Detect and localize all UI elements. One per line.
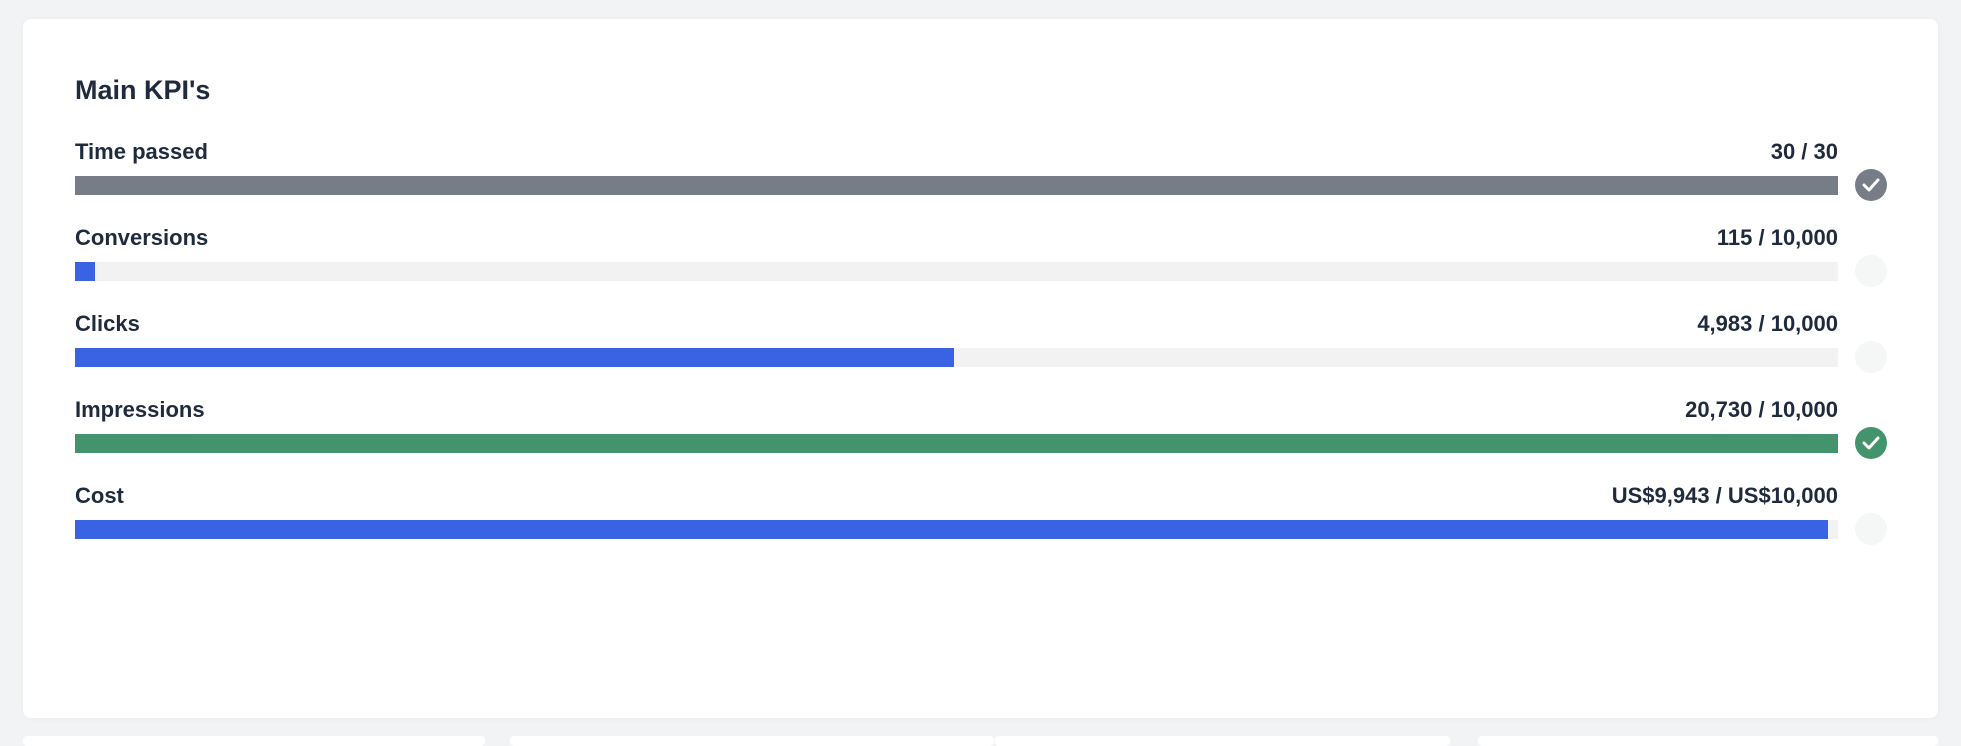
progress-fill [75,520,1828,539]
kpi-label: Clicks [75,311,140,336]
kpi-row-clicks: Clicks 4,983 / 10,000 [75,311,1945,381]
kpi-value: 115 / 10,000 [1716,225,1838,250]
status-empty-icon [1855,341,1887,373]
progress-track [75,434,1838,453]
progress-fill [75,176,1838,195]
progress-track [75,176,1838,195]
card-title: Main KPI's [75,75,211,105]
check-icon [1855,169,1887,201]
kpi-row-time-passed: Time passed 30 / 30 [75,139,1945,209]
bottom-card [23,736,485,746]
kpi-row-impressions: Impressions 20,730 / 10,000 [75,397,1945,467]
bottom-card [510,736,994,746]
progress-track [75,520,1838,539]
status-empty-icon [1855,255,1887,287]
progress-fill [75,348,954,367]
kpi-value: 30 / 30 [1770,139,1838,164]
kpi-label: Impressions [75,397,205,422]
check-icon [1855,427,1887,459]
progress-track [75,348,1838,367]
status-empty-icon [1855,513,1887,545]
kpi-value: US$9,943 / US$10,000 [1611,483,1838,508]
progress-fill [75,262,96,281]
kpi-label: Conversions [75,225,209,250]
kpi-label: Time passed [75,139,208,164]
bottom-card [995,736,1450,746]
bottom-card [1478,736,1938,746]
progress-track [75,262,1838,281]
kpi-row-conversions: Conversions 115 / 10,000 [75,225,1945,295]
kpi-label: Cost [75,483,124,508]
main-kpis-card: Main KPI's Time passed 30 / 30 Conversio… [23,19,1938,718]
kpi-row-cost: Cost US$9,943 / US$10,000 [75,483,1945,553]
progress-fill [75,434,1838,453]
kpi-value: 20,730 / 10,000 [1685,397,1838,422]
kpi-value: 4,983 / 10,000 [1697,311,1838,336]
